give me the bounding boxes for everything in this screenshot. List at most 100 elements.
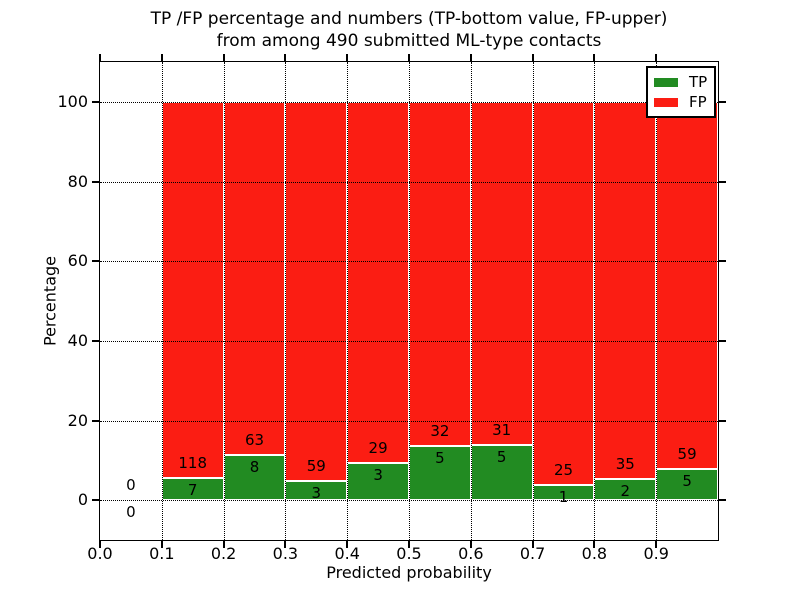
x-tick-label: 0.7 xyxy=(519,544,546,563)
x-tick-bottom xyxy=(99,540,101,548)
y-tick-right xyxy=(718,260,726,263)
x-tick-label: 0.5 xyxy=(396,544,422,563)
legend-entry-tp: TP xyxy=(654,72,708,92)
y-tick-left xyxy=(92,260,100,263)
grid-line-horizontal xyxy=(100,340,718,342)
grid-line-vertical xyxy=(347,62,349,540)
tp-count-label: 3 xyxy=(373,465,383,484)
grid-line-vertical xyxy=(656,62,658,540)
fp-swatch-icon xyxy=(654,97,678,107)
y-tick-label: 100 xyxy=(57,91,88,111)
y-tick-label: 0 xyxy=(77,490,88,510)
x-tick-bottom xyxy=(531,540,534,548)
grid-line-horizontal xyxy=(100,101,718,103)
fp-count-label: 35 xyxy=(615,454,635,473)
bar-segment-fp xyxy=(347,101,409,463)
fp-count-label: 118 xyxy=(178,453,207,472)
x-tick-label: 0.1 xyxy=(149,544,175,563)
y-tick-left xyxy=(92,100,100,103)
grid-line-vertical xyxy=(285,62,287,540)
bar-segment-fp xyxy=(285,101,348,481)
x-tick-bottom xyxy=(408,540,410,548)
x-tick-label: 0.9 xyxy=(643,544,669,563)
x-tick-top xyxy=(531,54,534,62)
y-tick-label: 80 xyxy=(67,171,88,191)
x-tick-label: 0.2 xyxy=(210,544,237,563)
tp-count-label: 5 xyxy=(435,449,445,468)
x-tick-bottom xyxy=(222,540,225,548)
grid-line-vertical xyxy=(409,62,410,540)
y-tick-label: 20 xyxy=(67,410,88,430)
y-tick-left xyxy=(92,180,100,183)
legend-entry-fp: FP xyxy=(654,92,708,112)
bar-segment-fp xyxy=(470,101,533,445)
grid-line-vertical xyxy=(223,62,225,540)
x-axis-label: Predicted probability xyxy=(326,563,492,582)
grid-line-horizontal xyxy=(100,420,718,422)
y-tick-right xyxy=(718,339,726,342)
x-tick-bottom xyxy=(160,540,163,548)
y-tick-left xyxy=(92,499,100,502)
x-tick-top xyxy=(222,54,225,62)
bar-segment-tp xyxy=(223,455,286,501)
fp-count-label: 59 xyxy=(677,445,697,464)
bar-segment-tp xyxy=(470,444,533,501)
y-tick-right xyxy=(718,180,726,183)
legend: TP FP xyxy=(646,66,716,118)
tp-count-label: 2 xyxy=(620,481,631,500)
x-tick-bottom xyxy=(469,540,472,548)
tp-count-label: 1 xyxy=(558,487,569,506)
y-tick-right xyxy=(718,100,726,103)
x-tick-bottom xyxy=(593,540,596,548)
fp-count-label: 29 xyxy=(368,438,388,457)
tp-swatch-icon xyxy=(654,77,678,87)
fp-count-label: 59 xyxy=(306,456,326,475)
tp-count-label: 5 xyxy=(496,447,507,466)
y-tick-left xyxy=(92,419,100,422)
tp-count-label: 7 xyxy=(187,480,198,499)
plot-area: 0 0 118 7 63 8 59 3 29 3 32 5 31 5 25 1 35 2 59 5 xyxy=(100,62,718,540)
x-tick-top xyxy=(469,54,472,62)
bar-segment-fp xyxy=(656,101,718,470)
tp-count-label: 5 xyxy=(682,472,692,491)
y-tick-right xyxy=(718,499,726,502)
y-tick-right xyxy=(718,419,726,422)
y-tick-label: 40 xyxy=(67,330,88,350)
bar-segment-fp xyxy=(223,101,286,456)
y-tick-label: 60 xyxy=(67,251,88,271)
bar-segment-fp xyxy=(532,101,595,485)
chart-title: TP /FP percentage and numbers (TP-bottom… xyxy=(100,8,718,52)
x-tick-bottom xyxy=(284,540,287,548)
tp-count-label: 3 xyxy=(311,483,322,502)
fp-count-label: 63 xyxy=(244,431,265,450)
x-tick-label: 0.0 xyxy=(87,544,113,563)
fp-count-label: 0 xyxy=(126,476,136,495)
grid-line-vertical xyxy=(161,62,163,540)
x-tick-bottom xyxy=(346,540,349,548)
x-tick-label: 0.3 xyxy=(272,544,299,563)
bar-segment-fp xyxy=(594,101,657,479)
x-tick-top xyxy=(99,54,101,62)
bar-segment-tp xyxy=(347,462,409,501)
bar-segment-fp xyxy=(409,101,471,447)
x-tick-top xyxy=(593,54,596,62)
grid-line-horizontal xyxy=(100,181,718,183)
x-tick-top xyxy=(346,54,349,62)
x-tick-label: 0.4 xyxy=(334,544,360,563)
x-tick-label: 0.8 xyxy=(581,544,608,563)
grid-line-vertical xyxy=(532,62,534,540)
tp-count-label: 8 xyxy=(249,458,260,477)
tp-count-label: 0 xyxy=(126,503,136,522)
fp-count-label: 32 xyxy=(430,422,450,441)
x-tick-bottom xyxy=(655,540,658,548)
x-tick-top xyxy=(160,54,163,62)
chart-title-line1: TP /FP percentage and numbers (TP-bottom… xyxy=(150,9,668,29)
grid-line-horizontal xyxy=(100,261,718,263)
fp-count-label: 25 xyxy=(553,460,574,479)
fp-count-label: 31 xyxy=(492,420,512,439)
chart-title-line2: from among 490 submitted ML-type contact… xyxy=(216,31,602,51)
grid-line-vertical xyxy=(594,62,596,540)
grid-line-vertical xyxy=(470,62,472,540)
legend-label-tp: TP xyxy=(689,73,708,91)
